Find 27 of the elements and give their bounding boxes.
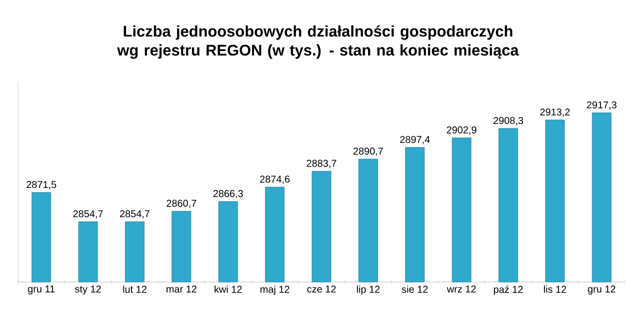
chart-title: Liczba jednoosobowych działalności gospodarczych wg rejestru REGON (w tys.) - stan na koniec miesiąca	[117, 25, 519, 59]
data-label: 2860,7	[166, 200, 196, 208]
data-label: 2902,9	[446, 126, 476, 135]
x-tick-label: lis 12	[544, 286, 566, 293]
x-tick-label: gru 12	[588, 286, 616, 295]
data-label: 2866,3	[213, 190, 243, 198]
data-label: 2897,4	[400, 136, 430, 144]
x-tick-label: kwi 12	[214, 286, 242, 293]
data-label: 2890,7	[353, 148, 383, 156]
data-label: 2874,6	[260, 176, 290, 184]
data-label: 2908,3	[494, 117, 524, 126]
x-tick-label: lip 12	[356, 286, 380, 295]
x-tick-label: cze 12	[307, 286, 336, 293]
x-tick-label: gru 11	[28, 286, 55, 294]
data-label: 2917,3	[586, 101, 616, 110]
data-label: 2854,7	[120, 210, 150, 218]
x-tick-label: lut 12	[123, 286, 146, 293]
data-label: 2871,5	[26, 181, 56, 190]
x-tick-label: wrz 12	[446, 286, 476, 292]
data-label: 2883,7	[306, 160, 336, 168]
x-tick-label: sie 12	[402, 286, 428, 293]
x-tick-label: maj 12	[260, 286, 290, 295]
x-tick-label: mar 12	[166, 286, 196, 293]
x-tick-label: paź 12	[494, 286, 523, 295]
x-tick-label: sty 12	[75, 286, 101, 295]
data-label: 2913,2	[540, 108, 570, 117]
data-label: 2854,7	[73, 210, 103, 218]
